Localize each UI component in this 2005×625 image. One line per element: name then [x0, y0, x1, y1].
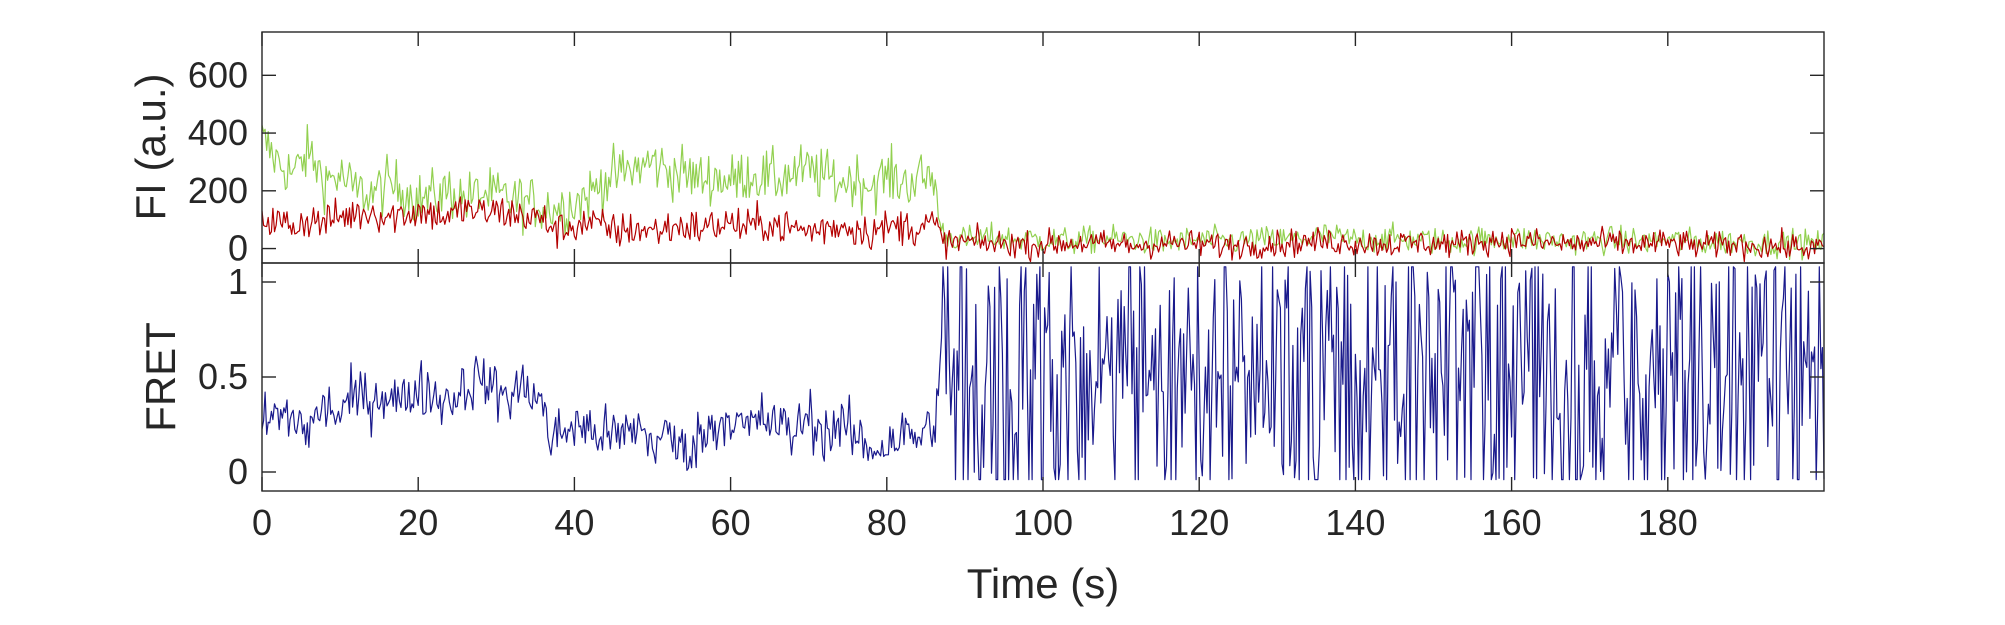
fret-series-0-line — [261, 266, 1825, 481]
fret-y-tick-label: 0.5 — [198, 356, 248, 397]
time-x-tick-label: 180 — [1638, 502, 1698, 543]
time-x-tick-label: 40 — [554, 502, 594, 543]
time-x-axis-label: Time (s) — [967, 560, 1119, 607]
time-x-tick-label: 140 — [1325, 502, 1385, 543]
time-x-tick-label: 120 — [1169, 502, 1229, 543]
time-x-tick-label: 0 — [252, 502, 272, 543]
time-x-tick-label: 60 — [711, 502, 751, 543]
fluorescence-y-axis-label: FI (a.u.) — [127, 73, 174, 220]
fret-y-ticks: 00.51 — [198, 261, 1824, 492]
time-x-tick-label: 20 — [398, 502, 438, 543]
fluorescence-y-ticks: 0 200 400 600 — [188, 54, 1824, 269]
fluorescence-axes: 0 200 400 600 FI (a.u.) — [127, 31, 1825, 269]
fluorescence-traces — [261, 123, 1825, 263]
fi-y-tick-label: 200 — [188, 170, 248, 211]
time-x-ticks: 0 20 40 60 80 100 120 140 160 180 — [252, 32, 1698, 543]
fret-axes: 00.51 0 20 40 60 80 100 120 140 160 180 FRET Time… — [137, 32, 1825, 607]
fi-y-tick-label: 0 — [228, 228, 248, 269]
fi-y-tick-label: 400 — [188, 112, 248, 153]
fret-y-axis-label: FRET — [137, 322, 184, 432]
fret-traces — [261, 266, 1825, 481]
fi-y-tick-label: 600 — [188, 54, 248, 95]
fret-y-tick-label: 0 — [228, 451, 248, 492]
time-x-tick-label: 160 — [1482, 502, 1542, 543]
fret-y-tick-label: 1 — [228, 261, 248, 302]
time-x-tick-label: 100 — [1013, 502, 1073, 543]
time-x-tick-label: 80 — [867, 502, 907, 543]
fluorescence-axes-frame — [261, 31, 1825, 264]
